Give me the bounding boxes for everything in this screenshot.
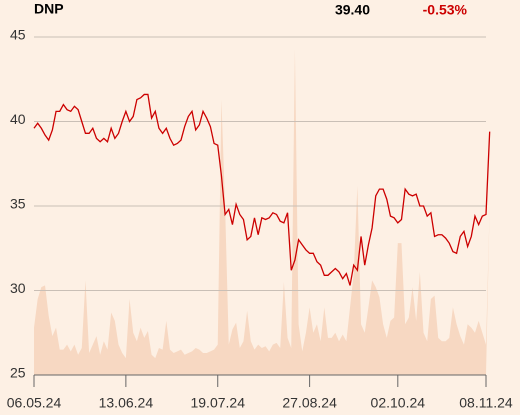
price: 39.40	[335, 2, 370, 18]
x-tick-label: 06.05.24	[7, 395, 62, 411]
y-tick-label: 30	[10, 280, 26, 296]
y-tick-label: 25	[10, 365, 26, 381]
x-tick-label: 27.08.24	[282, 395, 337, 411]
price-line	[33, 93, 491, 286]
x-tick-label: 02.10.24	[371, 395, 426, 411]
y-tick-label: 40	[10, 111, 26, 127]
ticker: DNP	[34, 1, 64, 17]
x-tick-label: 13.06.24	[99, 395, 154, 411]
change: -0.53%	[423, 2, 468, 18]
x-tick-label: 08.11.24	[459, 395, 513, 411]
x-tick-label: 19.07.24	[190, 395, 245, 411]
volume-area	[34, 48, 490, 375]
y-tick-label: 35	[10, 196, 26, 212]
y-tick-label: 45	[10, 27, 26, 43]
